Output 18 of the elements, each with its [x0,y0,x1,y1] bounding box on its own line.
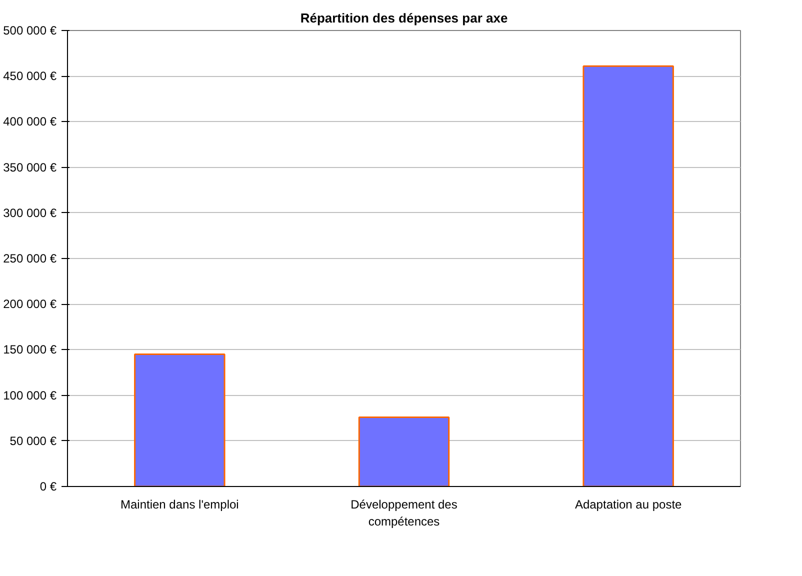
y-tick-label: 50 000 € [10,434,57,448]
chart-title: Répartition des dépenses par axe [300,10,508,26]
y-tick-label: 0 € [40,480,57,494]
y-tick-label: 250 000 € [3,252,57,266]
bar [134,354,226,486]
y-tick-label: 350 000 € [3,160,57,174]
y-tick-label: 100 000 € [3,388,57,402]
bar [358,416,450,486]
bar [582,65,674,486]
x-tick-label: Développement des compétences [350,498,458,528]
y-tick-label: 150 000 € [3,342,57,357]
y-tick-label: 500 000 € [3,24,57,38]
x-tick-label: Maintien dans l'emploi [120,498,239,512]
y-tick-label: 450 000 € [3,69,57,84]
y-tick-label: 300 000 € [3,206,57,220]
y-tick-label: 400 000 € [3,114,57,129]
y-tick-label: 200 000 € [3,297,57,312]
x-tick-label: Adaptation au poste [574,498,682,512]
